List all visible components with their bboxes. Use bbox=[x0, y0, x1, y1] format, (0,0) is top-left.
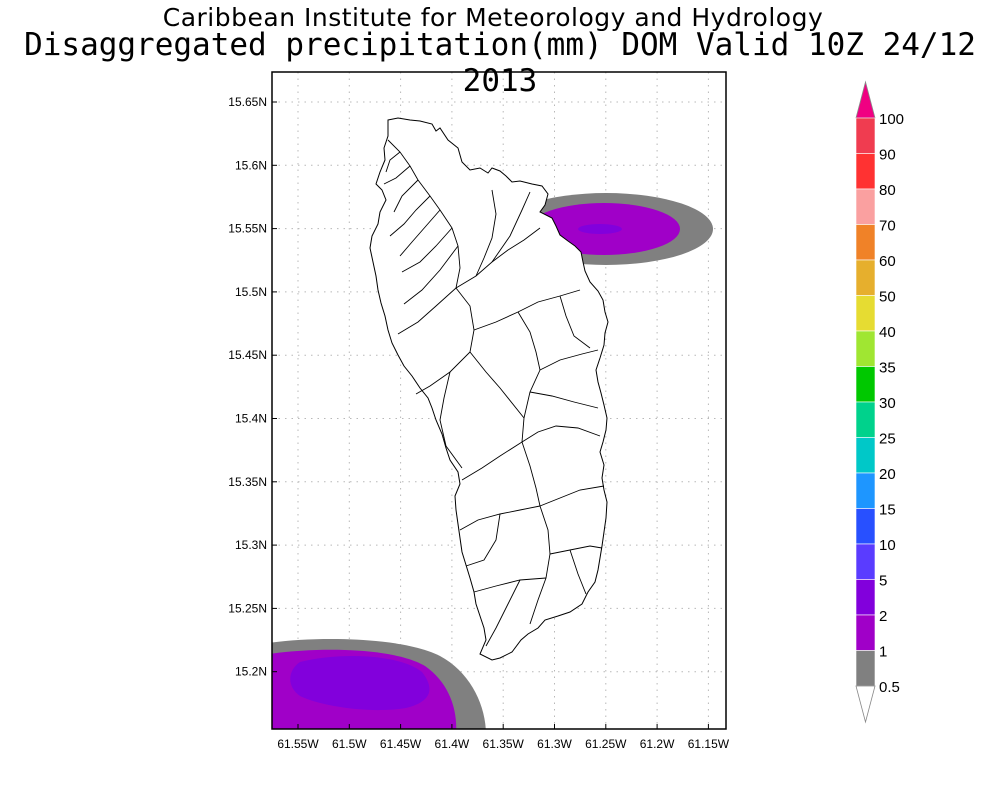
lon-tick-label: 61.55W bbox=[277, 737, 319, 751]
precip-sw-2 bbox=[290, 656, 430, 711]
lon-tick-label: 61.2W bbox=[640, 737, 675, 751]
lon-tick-label: 61.25W bbox=[585, 737, 627, 751]
colorbar-swatch bbox=[855, 508, 876, 545]
colorbar-swatch bbox=[855, 366, 876, 403]
colorbar-label: 90 bbox=[879, 147, 896, 164]
colorbar-arrow-top bbox=[855, 80, 876, 119]
colorbar-label: 80 bbox=[879, 182, 896, 199]
lon-tick-label: 61.4W bbox=[435, 737, 470, 751]
colorbar-label: 2 bbox=[879, 608, 887, 625]
colorbar-label: 100 bbox=[879, 111, 904, 128]
colorbar-swatch bbox=[855, 437, 876, 474]
lat-tick-label: 15.45N bbox=[228, 348, 267, 362]
colorbar-swatch bbox=[855, 224, 876, 261]
title-line-2: Disaggregated precipitation(mm) DOM Vali… bbox=[24, 27, 976, 99]
colorbar-label: 30 bbox=[879, 395, 896, 412]
colorbar-swatch bbox=[855, 579, 876, 616]
lon-tick-label: 61.45W bbox=[380, 737, 422, 751]
lat-tick-label: 15.3N bbox=[235, 538, 267, 552]
colorbar-label: 5 bbox=[879, 573, 887, 590]
colorbar-swatch bbox=[855, 295, 876, 332]
lat-tick-label: 15.6N bbox=[235, 158, 267, 172]
colorbar-swatch bbox=[855, 153, 876, 190]
colorbar-label: 70 bbox=[879, 218, 896, 235]
precip-ne-2 bbox=[578, 224, 622, 234]
colorbar-swatch bbox=[855, 401, 876, 438]
title-line-1: Caribbean Institute for Meteorology and … bbox=[162, 3, 824, 32]
colorbar-swatch bbox=[855, 188, 876, 225]
colorbar-label: 15 bbox=[879, 502, 896, 519]
colorbar-label: 35 bbox=[879, 360, 896, 377]
lat-tick-label: 15.2N bbox=[235, 665, 267, 679]
map-frame bbox=[271, 71, 727, 730]
lon-axis: 61.55W 61.5W 61.45W 61.4W 61.35W 61.3W 61.25W 6… bbox=[277, 724, 730, 751]
colorbar-label: 10 bbox=[879, 537, 896, 554]
colorbar-swatch bbox=[855, 259, 876, 296]
lat-tick-label: 15.55N bbox=[228, 222, 267, 236]
colorbar-swatch bbox=[855, 614, 876, 651]
colorbar-label: 60 bbox=[879, 253, 896, 270]
colorbar-swatch bbox=[855, 650, 876, 687]
island-dominica bbox=[369, 117, 609, 661]
lat-tick-label: 15.25N bbox=[228, 601, 267, 615]
colorbar-label: 1 bbox=[879, 644, 887, 661]
lat-axis: 15.65N 15.6N 15.55N 15.5N 15.45N 15.4N 15.35N 1… bbox=[228, 95, 277, 679]
colorbar-swatch bbox=[855, 330, 876, 367]
lat-tick-label: 15.5N bbox=[235, 285, 267, 299]
lat-tick-label: 15.4N bbox=[235, 412, 267, 426]
colorbar-swatch bbox=[855, 543, 876, 580]
lon-tick-label: 61.15W bbox=[688, 737, 730, 751]
lat-tick-label: 15.65N bbox=[228, 95, 267, 109]
colorbar-label: 25 bbox=[879, 431, 896, 448]
colorbar-label: 40 bbox=[879, 324, 896, 341]
colorbar-swatch bbox=[855, 472, 876, 509]
colorbar-label: 0.5 bbox=[879, 679, 900, 696]
lon-tick-label: 61.3W bbox=[537, 737, 572, 751]
lon-tick-label: 61.35W bbox=[483, 737, 525, 751]
colorbar-label: 50 bbox=[879, 289, 896, 306]
colorbar-label: 20 bbox=[879, 466, 896, 483]
lon-tick-label: 61.5W bbox=[332, 737, 367, 751]
lat-tick-label: 15.35N bbox=[228, 475, 267, 489]
colorbar-swatch bbox=[855, 117, 876, 154]
colorbar-arrow-bottom bbox=[855, 685, 876, 724]
